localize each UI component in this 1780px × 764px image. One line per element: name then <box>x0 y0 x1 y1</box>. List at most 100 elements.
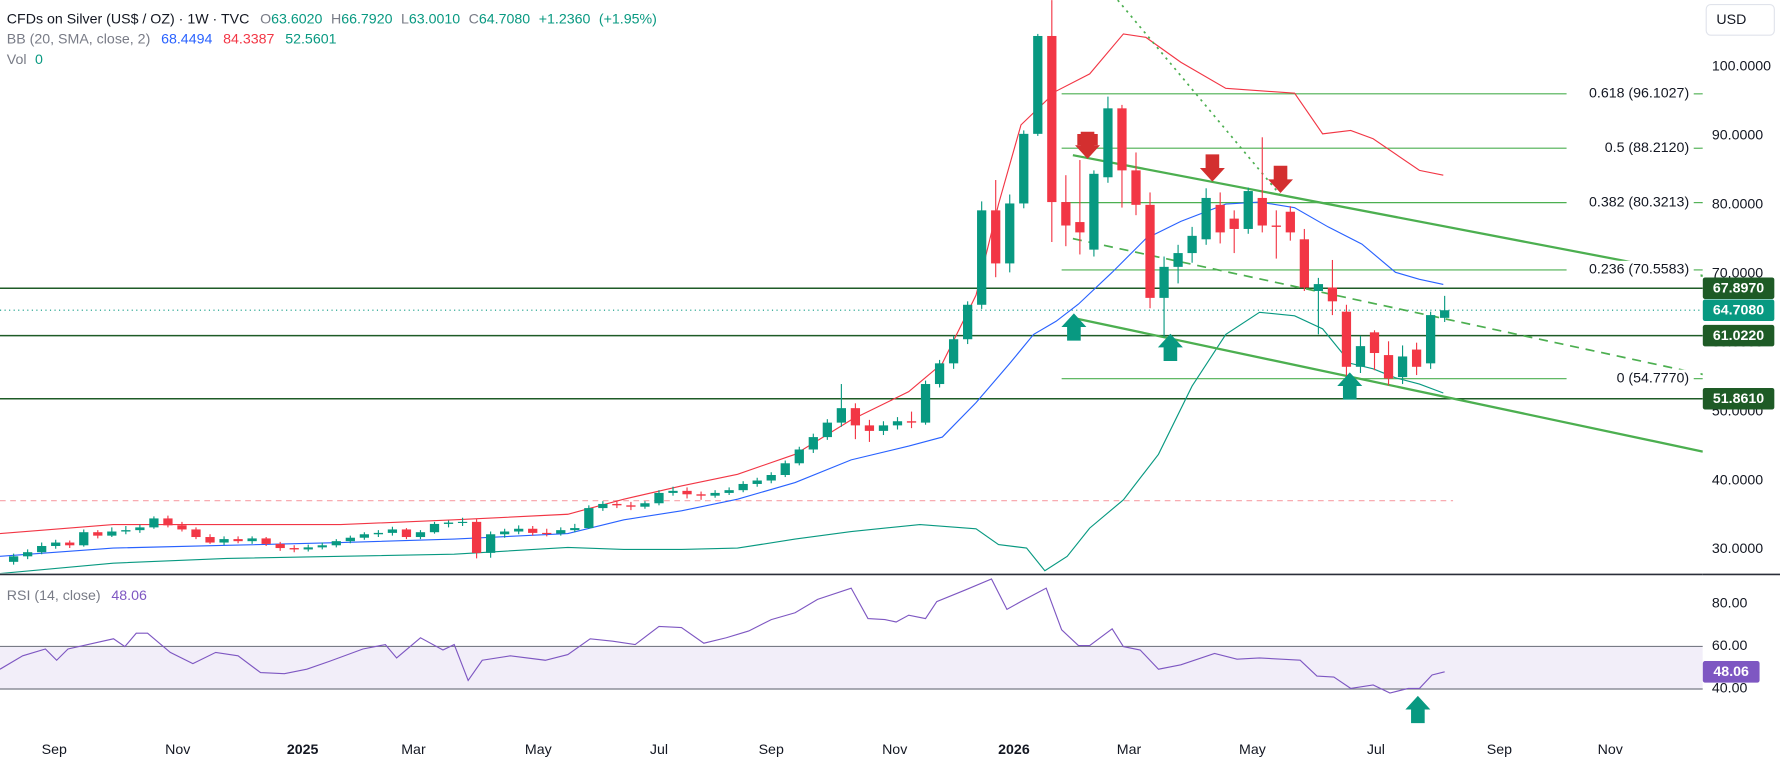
candle-body <box>1397 356 1408 378</box>
rsi-tick-label: 40.00 <box>1712 681 1748 697</box>
candle-body <box>345 537 355 542</box>
fib-label: 0.5 (88.2120) <box>1605 140 1689 156</box>
candle-body <box>401 529 412 538</box>
x-tick-label: Mar <box>1117 742 1142 758</box>
change-percent: (+1.95%) <box>599 11 657 27</box>
candle-body <box>1005 203 1015 264</box>
fib-label: 0.618 (96.1027) <box>1589 86 1689 102</box>
candle-body <box>696 494 706 496</box>
candle-body <box>1313 284 1324 291</box>
rsi-pane <box>0 578 1703 694</box>
currency-label[interactable]: USD <box>1716 12 1746 28</box>
currency-button[interactable]: USD <box>1705 3 1775 36</box>
candle-body <box>626 505 636 507</box>
bb-value: 68.4494 <box>161 31 212 47</box>
candle-body <box>556 530 566 534</box>
candle-body <box>1047 35 1057 203</box>
candle-body <box>8 556 19 562</box>
candle-body <box>191 529 201 538</box>
x-tick-label: Nov <box>882 742 908 758</box>
candle-body <box>177 525 187 530</box>
price-badge <box>1702 277 1775 300</box>
rsi-band <box>0 646 1703 690</box>
candle-body <box>1440 310 1450 318</box>
candle-body <box>1285 211 1295 233</box>
candle-body <box>149 518 159 528</box>
candle-body <box>1019 133 1029 204</box>
candle-body <box>289 548 299 550</box>
price-badge <box>1702 324 1775 347</box>
candle-body <box>836 408 847 423</box>
candle-body <box>528 528 538 533</box>
candle-body <box>303 547 313 550</box>
candle-body <box>247 538 257 542</box>
price-badge-label: 64.7080 <box>1713 303 1764 319</box>
candle-body <box>1131 170 1141 205</box>
candle-body <box>163 518 173 526</box>
candle-body <box>37 545 47 553</box>
vol-value: 0 <box>35 52 43 68</box>
x-tick-label: Nov <box>1598 742 1624 758</box>
y-tick-label: 90.0000 <box>1712 128 1763 144</box>
currency-box[interactable] <box>1705 3 1775 36</box>
candle-body <box>443 522 454 524</box>
candle-body <box>1299 239 1309 288</box>
up-arrow <box>1157 333 1183 361</box>
candle-body <box>51 542 61 546</box>
bb-legend: BB (20, SMA, close, 2) 68.4494 84.3387 5… <box>7 31 337 47</box>
rsi-legend: RSI (14, close) 48.06 <box>7 588 147 604</box>
candle-body <box>766 475 776 481</box>
candle-body <box>640 503 650 507</box>
candle-body <box>1341 311 1352 367</box>
trendline <box>1072 237 1703 376</box>
candle-body <box>1103 108 1113 178</box>
bb-title: BB (20, SMA, close, 2) <box>7 31 151 47</box>
x-tick-label: 2025 <box>287 742 319 758</box>
candle-body <box>331 541 341 546</box>
candle-body <box>79 532 89 546</box>
candle-body <box>121 530 131 532</box>
annotations <box>1061 131 1431 724</box>
candle-body <box>1145 204 1155 298</box>
fib-label: 0.236 (70.5583) <box>1589 262 1689 278</box>
candle-body <box>864 425 875 431</box>
candle-body <box>359 534 369 538</box>
x-tick-label: Jul <box>650 742 668 758</box>
candle-body <box>542 532 552 535</box>
candle-body <box>1425 315 1436 364</box>
candle-body <box>317 545 327 548</box>
candle-body <box>415 532 426 538</box>
candle-body <box>1075 222 1085 233</box>
candle-body <box>1061 202 1071 226</box>
bollinger-band <box>0 311 1444 574</box>
ohlc-key: O <box>260 11 271 27</box>
change: +1.2360 <box>539 11 591 27</box>
candle-body <box>654 492 664 504</box>
ohlc-key: H <box>331 11 341 27</box>
fib-label-bg <box>1566 369 1701 388</box>
rsi-tick-label: 60.00 <box>1712 638 1748 654</box>
ohlc-key: L <box>401 11 409 27</box>
fib-label: 0.382 (80.3213) <box>1589 194 1689 210</box>
candle-body <box>570 528 580 531</box>
y-tick-label: 100.0000 <box>1712 59 1771 75</box>
trendline <box>1117 0 1285 200</box>
candle-body <box>373 532 384 535</box>
candle-body <box>1355 346 1366 367</box>
candle-body <box>1271 225 1281 227</box>
candle-body <box>275 543 285 549</box>
candle-body <box>1327 287 1338 302</box>
candle-body <box>1117 108 1127 171</box>
rsi-badge <box>1702 661 1760 683</box>
fib-label-bg <box>1566 193 1701 212</box>
x-tick-label: Sep <box>1487 742 1512 758</box>
candle-body <box>878 425 889 431</box>
candle-body <box>1089 173 1099 250</box>
candle-body <box>457 521 468 524</box>
candle-body <box>906 421 917 423</box>
candle-body <box>1173 253 1183 267</box>
ohlc-value: 64.7080 <box>479 11 530 27</box>
candle-body <box>93 532 103 536</box>
